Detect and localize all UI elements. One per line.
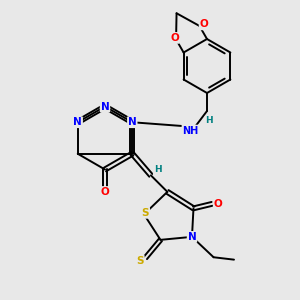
- Text: H: H: [205, 116, 213, 125]
- Text: N: N: [188, 232, 196, 242]
- Text: O: O: [214, 199, 223, 209]
- Text: S: S: [136, 256, 144, 266]
- Text: N: N: [73, 117, 82, 127]
- Text: O: O: [200, 20, 208, 29]
- Text: H: H: [154, 165, 161, 174]
- Text: S: S: [142, 208, 149, 218]
- Text: N: N: [100, 101, 109, 112]
- Text: O: O: [100, 187, 109, 197]
- Text: N: N: [128, 117, 137, 127]
- Text: O: O: [170, 33, 179, 43]
- Text: NH: NH: [182, 125, 199, 136]
